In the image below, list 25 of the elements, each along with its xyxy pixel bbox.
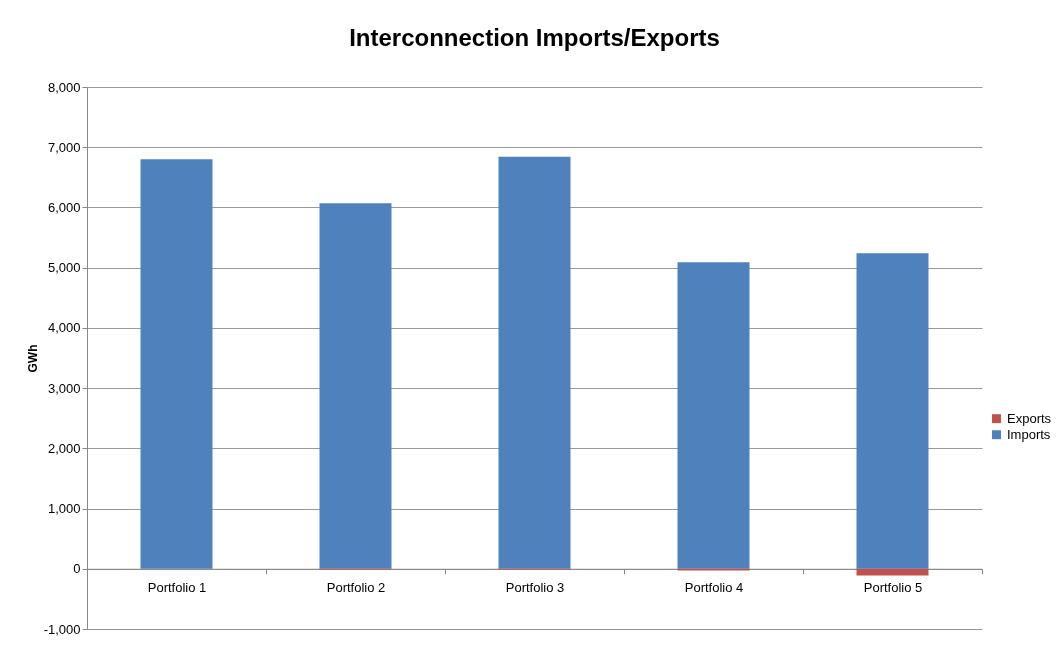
y-tick-label: 6,000 <box>47 199 81 215</box>
bar <box>856 253 929 569</box>
bar <box>319 203 392 569</box>
y-tick-label: 0 <box>73 561 81 577</box>
x-tick-label: Portfolio 5 <box>863 580 923 596</box>
y-tick-label: 4,000 <box>47 320 81 336</box>
y-tick-label: 2,000 <box>47 440 81 456</box>
bar <box>498 156 571 569</box>
y-tick-label: 1,000 <box>47 501 81 517</box>
bar <box>856 568 929 576</box>
bar <box>140 159 213 569</box>
y-tick-label: 7,000 <box>47 139 81 155</box>
legend-label: Imports <box>1007 426 1051 442</box>
y-tick-label: -1,000 <box>43 621 81 637</box>
x-tick-label: Portfolio 2 <box>326 580 386 596</box>
x-tick-label: Portfolio 4 <box>684 580 744 596</box>
chart-title: Interconnection Imports/Exports <box>349 24 720 51</box>
y-tick-label: 5,000 <box>47 260 81 276</box>
x-tick-label: Portfolio 3 <box>505 580 565 596</box>
x-tick-label: Portfolio 1 <box>147 580 207 596</box>
y-axis-title: GWh <box>25 344 40 373</box>
y-tick-label: 3,000 <box>47 380 81 396</box>
bar <box>677 262 750 569</box>
legend-label: Exports <box>1007 410 1052 426</box>
y-tick-label: 8,000 <box>47 79 81 95</box>
